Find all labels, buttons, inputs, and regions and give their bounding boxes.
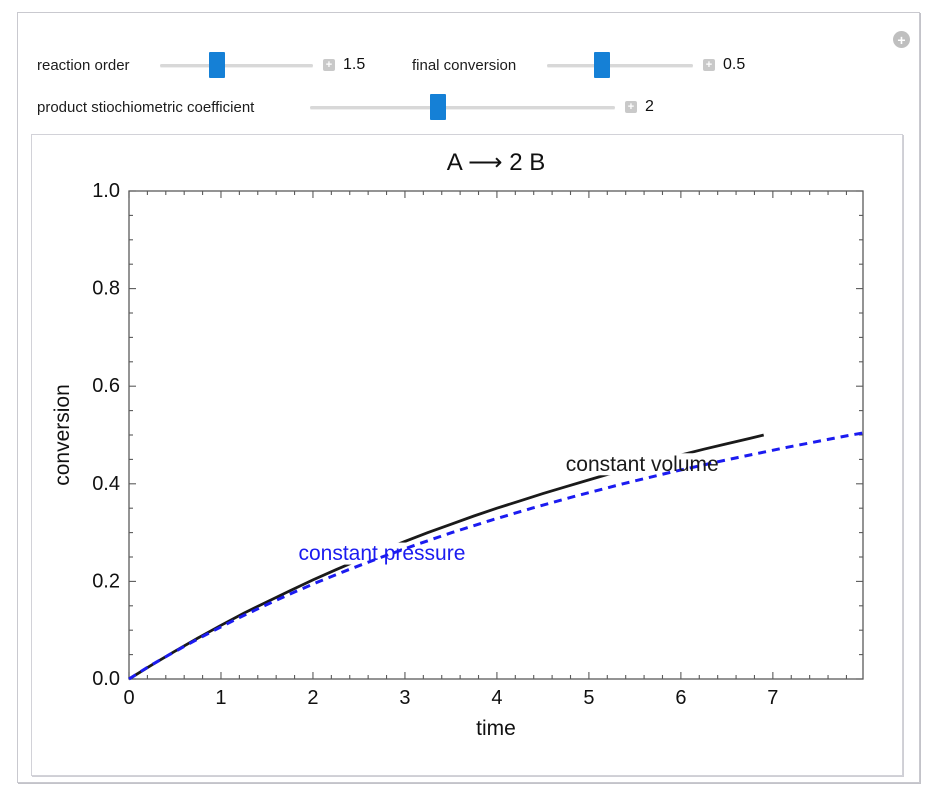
manipulate-expand-button[interactable]: + <box>893 31 910 48</box>
y-tick-label: 0.2 <box>92 570 120 592</box>
slider-value: 0.5 <box>723 56 746 73</box>
slider-control-final-conversion: final conversion + 0.5 <box>412 50 745 80</box>
slider-track[interactable] <box>310 94 615 120</box>
curve-label-constant-pressure: constant pressure <box>298 542 465 565</box>
slider-label: product stiochiometric coefficient <box>37 98 255 116</box>
y-axis-label: conversion <box>51 384 74 486</box>
plot-panel: A ⟶ 2 B conversion time 0 1 2 3 4 5 6 7 0.0 0.2 0.… <box>31 134 903 776</box>
slider-thumb[interactable] <box>208 52 225 78</box>
slider-thumb[interactable] <box>594 52 611 78</box>
x-tick-label: 6 <box>675 687 686 709</box>
slider-expand-button[interactable]: + <box>323 59 335 71</box>
plus-icon: + <box>627 100 635 113</box>
slider-label: reaction order <box>37 56 130 74</box>
slider-expand-button[interactable]: + <box>703 59 715 71</box>
x-tick-label: 4 <box>491 687 502 709</box>
y-tick-label: 0.4 <box>92 473 120 495</box>
plot-frame <box>128 190 864 680</box>
x-tick-label: 7 <box>767 687 778 709</box>
y-tick-label: 0.6 <box>92 375 120 397</box>
x-tick-label: 2 <box>307 687 318 709</box>
slider-value: 2 <box>645 98 654 115</box>
manipulate-panel: + reaction order + 1.5 final conversion … <box>17 12 920 783</box>
x-tick-label: 1 <box>215 687 226 709</box>
plus-icon: + <box>897 31 906 48</box>
curve-constant-pressure <box>128 431 864 681</box>
slider-control-stoichiometric-coefficient: product stiochiometric coefficient + 2 <box>37 92 654 122</box>
slider-track[interactable] <box>547 52 693 78</box>
curve-label-background <box>282 542 481 565</box>
slider-value: 1.5 <box>343 56 366 73</box>
slider-thumb[interactable] <box>430 94 447 120</box>
curve-label-constant-volume: constant volume <box>566 453 719 476</box>
y-tick-label: 0.8 <box>92 278 120 300</box>
x-axis-label: time <box>476 717 516 740</box>
curve-label-background <box>539 453 746 476</box>
plot-title: A ⟶ 2 B <box>447 149 545 176</box>
plus-icon: + <box>705 58 713 71</box>
x-tick-label: 3 <box>399 687 410 709</box>
plus-icon: + <box>325 58 333 71</box>
slider-label: final conversion <box>412 56 517 74</box>
x-tick-label: 5 <box>583 687 594 709</box>
x-tick-label: 0 <box>123 687 134 709</box>
slider-track[interactable] <box>160 52 313 78</box>
y-tick-label: 1.0 <box>92 180 120 202</box>
slider-control-reaction-order: reaction order + 1.5 <box>37 50 365 80</box>
y-tick-label: 0.0 <box>92 668 120 690</box>
conversion-vs-time-plot: A ⟶ 2 B conversion time 0 1 2 3 4 5 6 7 0.0 0.2 0.… <box>51 149 864 740</box>
slider-expand-button[interactable]: + <box>625 101 637 113</box>
